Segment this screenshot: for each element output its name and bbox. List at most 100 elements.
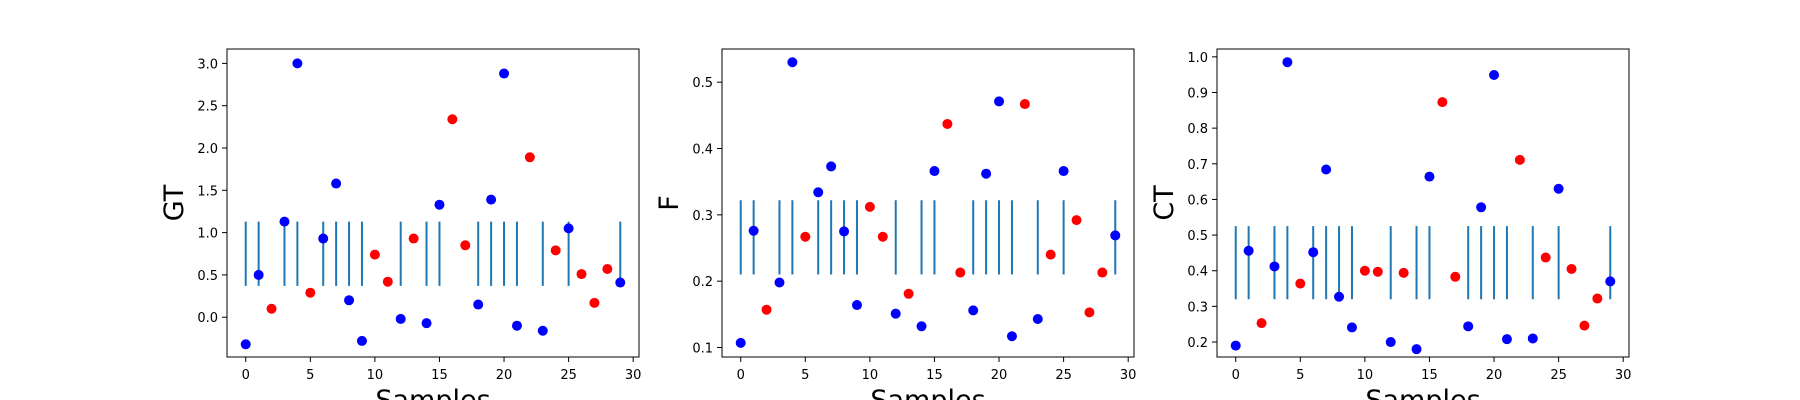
x-tick-label: 10: [367, 368, 384, 383]
scatter-point: [408, 233, 419, 244]
scatter-point: [1097, 267, 1108, 278]
scatter-point: [1437, 97, 1448, 108]
scatter-point: [851, 300, 862, 311]
scatter-point: [511, 320, 522, 331]
scatter-point: [787, 57, 798, 68]
scatter-point: [1411, 344, 1422, 355]
x-tick-label: 25: [560, 368, 577, 383]
scatter-point: [1058, 166, 1069, 177]
y-tick-label: 0.7: [1187, 158, 1208, 173]
scatter-point: [486, 194, 497, 205]
x-tick-label: 5: [801, 368, 809, 383]
chart-panel-f: 0 5 10 15 20 25 30 0.1 0.2 0.3 0.4 0.5 F Samples: [654, 48, 1137, 400]
scatter-point: [331, 178, 342, 189]
x-tick-label: 5: [306, 368, 314, 383]
scatter-point: [602, 264, 613, 274]
y-tick-label: 1.5: [197, 184, 218, 199]
scatter-point: [890, 308, 901, 319]
y-tick-label: 0.5: [197, 269, 218, 284]
scatter-point: [955, 267, 966, 278]
scatter-point: [1514, 154, 1525, 165]
scatter-point: [981, 168, 992, 179]
scatter-point: [1084, 307, 1095, 318]
x-tick-label: 5: [1296, 368, 1304, 383]
x-tick-label: 30: [1615, 368, 1632, 383]
x-axis-title: Samples: [870, 385, 985, 400]
x-tick-label: 20: [991, 368, 1008, 383]
scatter-point: [1230, 340, 1241, 351]
axes-frame: [721, 48, 1135, 358]
scatter-point: [877, 231, 888, 242]
scatter-point: [305, 287, 316, 298]
scatter-point: [1295, 278, 1306, 289]
scatter-point: [1032, 313, 1043, 324]
y-tick-label: 2.0: [197, 142, 218, 157]
y-tick-label: 0.5: [1187, 229, 1208, 244]
scatter-point: [1019, 99, 1030, 110]
y-tick-label: 3.0: [197, 57, 218, 72]
x-tick-label: 20: [1486, 368, 1503, 383]
x-axis-title: Samples: [1365, 385, 1480, 400]
x-tick-label: 30: [625, 368, 642, 383]
scatter-point: [369, 249, 380, 260]
scatter-point: [1045, 249, 1056, 260]
scatter-point: [1282, 57, 1293, 68]
scatter-point: [499, 68, 510, 79]
scatter-point: [800, 231, 811, 242]
scatter-point: [421, 318, 432, 329]
scatter-point: [826, 161, 837, 172]
y-tick-label: 0.3: [692, 209, 713, 224]
scatter-point: [942, 118, 953, 129]
x-tick-label: 0: [737, 368, 745, 383]
scatter-point: [929, 166, 940, 177]
scatter-point: [1346, 322, 1357, 333]
scatter-point: [615, 277, 626, 288]
scatter-point: [864, 201, 875, 212]
scatter-point: [537, 325, 548, 336]
scatter-point: [903, 288, 914, 299]
scatter-point: [1110, 230, 1121, 241]
y-tick-label: 0.4: [692, 143, 713, 158]
x-tick-label: 15: [1421, 368, 1438, 383]
scatter-point: [1321, 164, 1332, 175]
scatter-point: [1476, 202, 1487, 213]
chart-panel-gt: 0 5 10 15 20 25 30 0.0 0.5 1.0 1.5 2.0 2.5 3.0 GT Sampl…: [159, 48, 642, 400]
scatter-point: [1489, 70, 1500, 81]
scatter-point: [1424, 171, 1435, 182]
x-tick-label: 30: [1120, 368, 1137, 383]
y-tick-label: 0.6: [1187, 193, 1208, 208]
scatter-point: [994, 96, 1005, 107]
scatter-point: [968, 305, 979, 316]
y-tick-label: 0.2: [1187, 336, 1208, 351]
x-tick-label: 15: [926, 368, 943, 383]
x-tick-label: 15: [431, 368, 448, 383]
scatter-point: [563, 223, 574, 234]
scatter-point: [1398, 267, 1409, 278]
x-tick-label: 20: [496, 368, 513, 383]
scatter-point: [1501, 334, 1512, 345]
y-tick-label: 0.9: [1187, 86, 1208, 101]
scatter-point: [735, 337, 746, 348]
scatter-point: [279, 216, 290, 227]
y-tick-label: 0.4: [1187, 265, 1208, 280]
scatter-point: [576, 269, 587, 280]
x-tick-label: 10: [862, 368, 879, 383]
scatter-point: [916, 321, 927, 332]
scatter-point: [1605, 276, 1616, 287]
scatter-point: [1566, 263, 1577, 274]
scatter-point: [774, 277, 785, 288]
scatter-point: [292, 58, 303, 69]
scatter-point: [1385, 337, 1396, 348]
scatter-point: [589, 297, 600, 308]
scatter-point: [1372, 266, 1383, 277]
x-tick-label: 10: [1357, 368, 1374, 383]
y-tick-label: 0.2: [692, 275, 713, 290]
scatter-point: [839, 226, 850, 237]
scatter-point: [1540, 252, 1551, 263]
scatter-point: [344, 295, 355, 306]
scatter-point: [813, 187, 824, 198]
scatter-point: [1256, 318, 1267, 329]
scatter-point: [395, 313, 406, 324]
scatter-point: [748, 225, 759, 236]
